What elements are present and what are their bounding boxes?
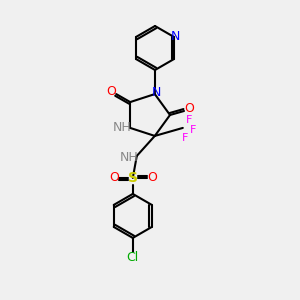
Text: NH: NH <box>113 122 132 134</box>
Text: NH: NH <box>119 152 138 164</box>
Text: Cl: Cl <box>127 251 139 264</box>
Text: O: O <box>147 171 157 184</box>
Text: N: N <box>152 85 161 99</box>
Text: F: F <box>190 125 196 135</box>
Text: O: O <box>109 171 119 184</box>
Text: F: F <box>186 115 192 125</box>
Text: O: O <box>184 103 194 116</box>
Text: F: F <box>182 133 188 143</box>
Text: S: S <box>128 171 138 185</box>
Text: O: O <box>106 85 116 98</box>
Text: N: N <box>170 31 180 44</box>
